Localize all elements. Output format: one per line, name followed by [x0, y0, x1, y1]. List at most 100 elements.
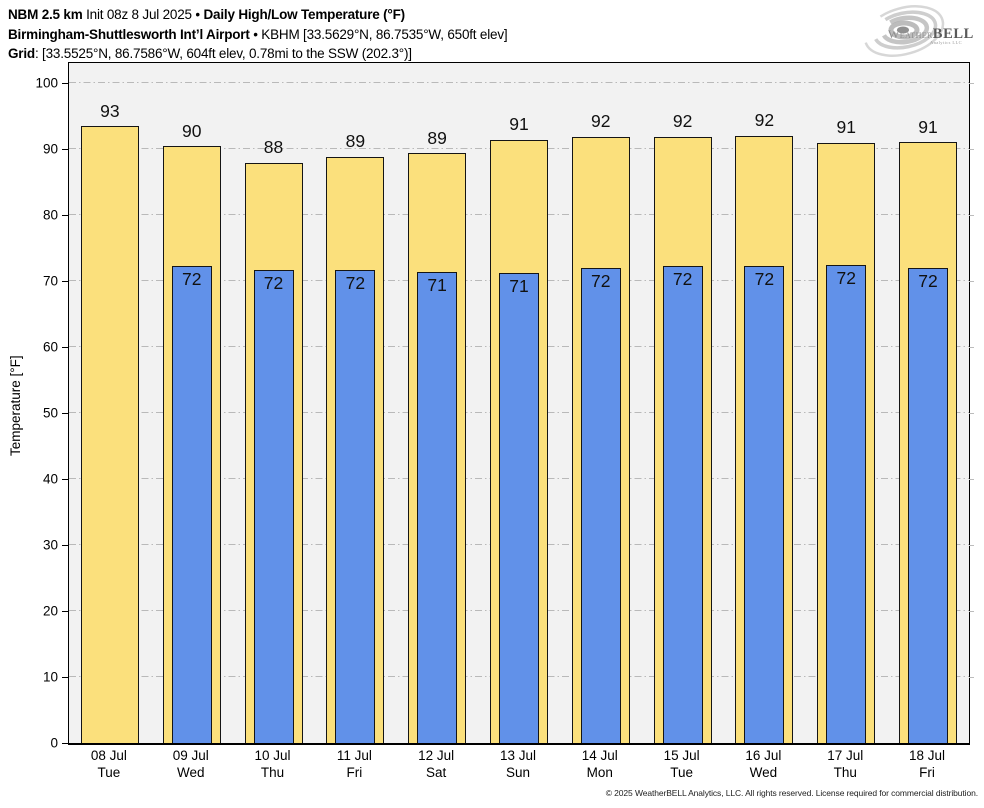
bar-slot: 91 72: [805, 63, 887, 743]
grid-label: Grid: [8, 46, 35, 61]
high-value-label: 89: [427, 127, 447, 148]
bar-slot: 92 72: [724, 63, 806, 743]
bar-slot: 93: [69, 63, 151, 743]
bar-slot: 89 71: [396, 63, 478, 743]
low-value-label: 71: [427, 274, 447, 295]
bar-slot: 90 72: [151, 63, 233, 743]
x-tick-date: 10 Jul: [254, 748, 291, 763]
low-value-label: 72: [918, 270, 938, 291]
x-axis: 08 Jul Tue 09 Jul Wed 10 Jul Thu 11 Jul Fri 12 J…: [68, 747, 968, 781]
x-tick-day: Tue: [97, 765, 121, 780]
x-tick: 09 Jul Wed: [150, 747, 232, 781]
x-tick-day: Fri: [919, 765, 935, 780]
x-tick-date: 15 Jul: [663, 748, 700, 763]
high-value-label: 92: [754, 110, 775, 131]
y-tick-label: 40: [42, 471, 58, 487]
bar-slot: 88 72: [233, 63, 315, 743]
y-tick-label: 20: [42, 603, 58, 619]
x-tick-day: Fri: [346, 765, 363, 780]
logo-wordmark: WeatherBELL: [888, 25, 980, 43]
gridline: [69, 81, 969, 83]
bars-container: 93 90 72 88 72 89 72 89 71 91 71 92 72 92 72 92 72 91 72 91…: [69, 63, 969, 743]
low-value-label: 72: [836, 268, 856, 289]
header-line-1: NBM 2.5 km Init 08z 8 Jul 2025 • Daily H…: [8, 5, 507, 25]
x-tick-date: 08 Jul: [90, 748, 127, 763]
station-details: • KBHM [33.5629°N, 86.7535°W, 650ft elev…: [249, 26, 508, 42]
logo-weather-text: Weather: [888, 27, 933, 41]
high-value-label: 88: [263, 137, 284, 158]
x-tick-day: Thu: [833, 765, 857, 780]
x-tick-date: 16 Jul: [745, 748, 782, 763]
y-tick-label: 90: [42, 141, 58, 157]
low-bar: 71: [498, 272, 539, 743]
logo-subtitle: Analytics LLC: [929, 40, 963, 45]
low-bar: 72: [826, 265, 867, 743]
low-value-label: 72: [181, 269, 202, 290]
high-value-label: 91: [509, 114, 529, 135]
x-tick: 14 Jul Mon: [559, 747, 641, 781]
x-tick: 15 Jul Tue: [641, 747, 723, 781]
y-tick-label: 80: [42, 207, 58, 223]
x-tick: 17 Jul Thu: [804, 747, 886, 781]
high-value-label: 90: [181, 120, 202, 141]
x-tick-day: Sun: [505, 765, 530, 780]
x-tick: 11 Jul Fri: [313, 747, 395, 781]
hurricane-swirl-icon: [863, 5, 945, 57]
x-tick-day: Wed: [176, 765, 205, 780]
bar-slot: 89 72: [314, 63, 396, 743]
x-tick: 16 Jul Wed: [723, 747, 805, 781]
high-value-label: 89: [345, 131, 366, 152]
low-bar: 72: [908, 267, 949, 743]
header-line-2: Birmingham-Shuttlesworth Int’l Airport •…: [8, 25, 508, 45]
y-tick-label: 10: [42, 669, 58, 685]
x-tick-date: 14 Jul: [581, 748, 618, 763]
high-value-label: 91: [918, 116, 938, 137]
logo-bell-text: BELL: [932, 26, 974, 42]
y-tick-label: 100: [35, 75, 58, 91]
high-bar: [80, 126, 139, 743]
low-bar: 72: [744, 265, 785, 743]
low-value-label: 71: [509, 275, 529, 296]
bullet-separator: •: [195, 7, 204, 22]
x-tick-day: Sat: [426, 765, 447, 780]
x-tick-date: 12 Jul: [418, 748, 455, 763]
x-tick-date: 13 Jul: [499, 748, 536, 763]
x-tick-date: 17 Jul: [827, 748, 864, 763]
y-tick-label: 70: [42, 273, 58, 289]
init-time: Init 08z 8 Jul 2025: [82, 7, 196, 22]
x-tick-date: 11 Jul: [336, 748, 372, 763]
station-name: Birmingham-Shuttlesworth Int’l Airport: [8, 26, 250, 42]
low-bar: 71: [417, 271, 458, 743]
copyright-notice: © 2025 WeatherBELL Analytics, LLC. All r…: [605, 788, 978, 798]
high-value-label: 93: [100, 100, 120, 121]
high-value-label: 92: [672, 111, 693, 132]
y-tick-label: 0: [50, 735, 58, 751]
model-name: NBM 2.5 km: [8, 7, 83, 22]
y-tick-label: 30: [42, 537, 58, 553]
grid-details: : [33.5525°N, 86.7586°W, 604ft elev, 0.7…: [34, 46, 412, 61]
x-tick-day: Tue: [670, 765, 693, 780]
low-value-label: 72: [263, 273, 284, 294]
x-tick-day: Mon: [586, 765, 613, 780]
header-line-3: Grid: [33.5525°N, 86.7586°W, 604ft elev,…: [8, 44, 507, 64]
low-value-label: 72: [345, 273, 366, 294]
x-tick-day: Wed: [749, 765, 778, 780]
x-tick: 10 Jul Thu: [232, 747, 314, 781]
low-value-label: 72: [754, 268, 775, 289]
x-tick: 13 Jul Sun: [477, 747, 559, 781]
low-bar: 72: [171, 266, 212, 743]
bar-slot: 92 72: [560, 63, 642, 743]
x-tick-date: 18 Jul: [909, 748, 946, 763]
low-value-label: 72: [591, 270, 611, 291]
high-value-label: 91: [836, 117, 856, 138]
low-bar: 72: [253, 270, 294, 743]
bar-slot: 92 72: [642, 63, 724, 743]
low-value-label: 72: [672, 269, 693, 290]
plot-area: 93 90 72 88 72 89 72 89 71 91 71 92 72 92 72 92 72 91 72 91…: [68, 62, 970, 745]
low-bar: 72: [335, 270, 376, 743]
x-tick-day: Thu: [260, 765, 285, 780]
x-tick-date: 09 Jul: [172, 748, 209, 763]
x-tick: 08 Jul Tue: [68, 747, 150, 781]
chart-header: NBM 2.5 km Init 08z 8 Jul 2025 • Daily H…: [8, 5, 508, 64]
low-bar: 72: [662, 266, 703, 743]
